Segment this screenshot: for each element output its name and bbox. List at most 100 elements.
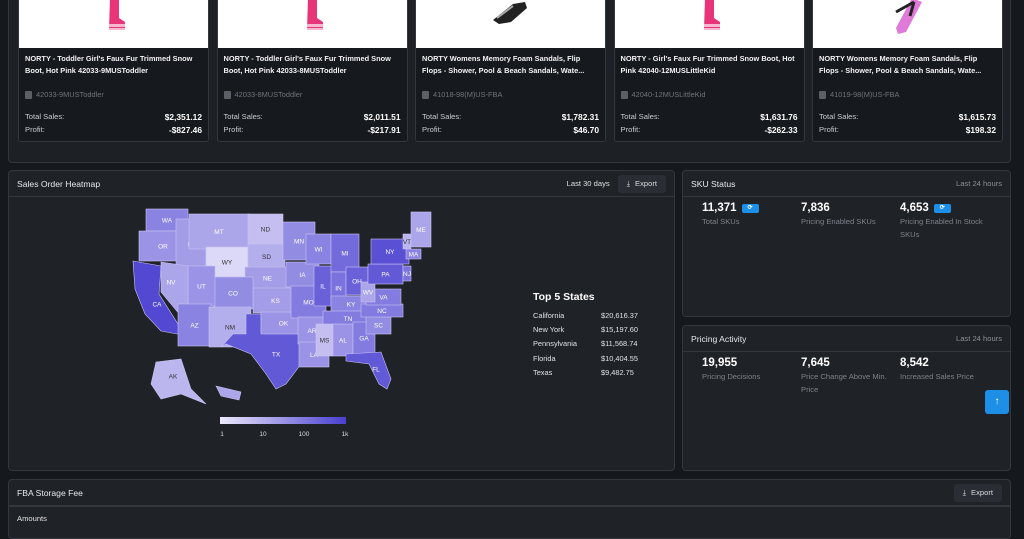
stat-value: 8,542 (900, 357, 929, 369)
top-states-title: Top 5 States (533, 291, 595, 303)
product-card[interactable]: NORTY - Toddler Girl's Faux Fur Trimmed … (18, 0, 209, 142)
panel-title: SKU Status (691, 178, 736, 189)
state-wi[interactable] (305, 233, 332, 265)
product-sku: 41019-98(M)US-FBA (830, 90, 900, 99)
state-hi[interactable] (215, 385, 242, 401)
product-name[interactable]: NORTY Womens Memory Foam Sandals, Flip F… (819, 54, 982, 75)
profit-label: Profit: (25, 125, 45, 134)
state-label: LA (310, 352, 319, 359)
profit-label: Profit: (620, 125, 641, 134)
refresh-icon[interactable]: ⟳ (741, 203, 759, 213)
stat-label: Total SKUs (702, 217, 740, 226)
state-ma[interactable] (405, 248, 422, 260)
product-image (217, 0, 407, 48)
pricing-activity-panel: Pricing Activity Last 24 hours 19,955 Pric… (682, 325, 1011, 471)
copy-icon[interactable] (223, 91, 231, 99)
product-name[interactable]: NORTY - Girl's Faux Fur Trimmed Snow Boo… (620, 54, 795, 75)
product-name[interactable]: NORTY - Toddler Girl's Faux Fur Trimmed … (223, 54, 391, 75)
state-az[interactable] (177, 303, 212, 347)
amounts-label: Amounts (9, 506, 1010, 530)
top-states: Top 5 States California $20,616.37 New Yor… (533, 291, 653, 380)
state-name: New York (533, 325, 565, 335)
product-sku: 42033-8MUSToddler (234, 90, 303, 99)
state-label: NV (166, 280, 176, 287)
total-sales-value: $1,631.76 (760, 111, 798, 122)
product-card[interactable]: NORTY Womens Memory Foam Sandals, Flip F… (812, 0, 1003, 142)
state-label: WA (162, 218, 173, 225)
state-ut[interactable] (187, 265, 216, 307)
state-co[interactable] (212, 276, 254, 310)
state-fl[interactable] (345, 351, 392, 390)
state-label: MA (409, 252, 419, 259)
copy-icon[interactable] (422, 91, 429, 99)
state-nj[interactable] (402, 265, 412, 282)
state-mi[interactable] (330, 233, 360, 273)
state-label: KS (271, 298, 280, 305)
range-label: Last 30 days (566, 179, 610, 188)
copy-icon[interactable] (620, 91, 628, 99)
profit-value: -$217.91 (367, 124, 401, 135)
state-label: ND (261, 227, 271, 234)
panel-title: Sales Order Heatmap (17, 178, 101, 189)
stat-value: 7,645 (801, 357, 830, 369)
state-ak[interactable] (150, 358, 207, 405)
state-label: AZ (190, 323, 198, 330)
refresh-icon[interactable]: ⟳ (933, 203, 951, 213)
state-ca[interactable] (132, 260, 184, 335)
stat-item: 8,542 Increased Sales Price (900, 357, 999, 396)
product-name[interactable]: NORTY - Toddler Girl's Faux Fur Trimmed … (25, 54, 193, 75)
stat-label: Increased Sales Price (900, 372, 974, 381)
legend-tick: 100 (299, 431, 310, 438)
state-label: WI (315, 247, 323, 254)
state-label: OR (158, 244, 168, 251)
stat-item: 7,645 Price Change Above Min. Price (801, 357, 900, 396)
range-label: Last 24 hours (955, 334, 1002, 343)
product-image (416, 0, 605, 48)
legend-color-bar (220, 417, 346, 424)
total-sales-label: Total Sales: (819, 112, 859, 121)
state-label: NY (385, 249, 395, 256)
state-nd[interactable] (247, 213, 284, 245)
stat-value: 4,653 (900, 202, 929, 214)
state-label: TN (344, 316, 353, 323)
product-card[interactable]: NORTY - Toddler Girl's Faux Fur Trimmed … (216, 0, 408, 142)
state-label: TX (272, 352, 281, 359)
state-sales: $11,568.74 (601, 339, 638, 349)
product-card[interactable]: NORTY - Girl's Faux Fur Trimmed Snow Boo… (613, 0, 805, 142)
state-label: MS (320, 338, 330, 345)
state-name: Pennsylvania (533, 339, 577, 349)
state-ia[interactable] (285, 261, 320, 288)
total-sales-label: Total Sales: (223, 112, 263, 121)
state-label: SC (374, 323, 383, 330)
product-sku: 41018-98(M)US-FBA (433, 90, 503, 99)
product-name[interactable]: NORTY Womens Memory Foam Sandals, Flip F… (422, 54, 585, 75)
product-sku: 42040-12MUSLittleKid (631, 90, 706, 99)
copy-icon[interactable] (25, 91, 32, 99)
top-products-panel: NORTY - Toddler Girl's Faux Fur Trimmed … (8, 0, 1011, 163)
pink-boot-image (307, 0, 323, 30)
state-label: VA (379, 295, 388, 302)
state-label: CO (228, 291, 238, 298)
state-label: MO (303, 300, 313, 307)
export-button[interactable]: ⤓ Export (617, 174, 666, 193)
state-label: WV (363, 290, 374, 297)
copy-icon[interactable] (819, 91, 826, 99)
export-button[interactable]: ⤓ Export (953, 483, 1002, 502)
top-state-row: California $20,616.37 (533, 308, 653, 322)
scroll-to-top-button[interactable]: ↑ (985, 390, 1009, 414)
profit-label: Profit: (223, 125, 244, 134)
stat-label: Pricing Enabled In Stock SKUs (900, 217, 983, 239)
state-label: AK (169, 374, 178, 381)
state-label: AR (307, 328, 316, 335)
product-card[interactable]: NORTY Womens Memory Foam Sandals, Flip F… (415, 0, 606, 142)
state-label: IL (320, 284, 326, 291)
product-image (813, 0, 1002, 48)
state-label: IN (335, 286, 342, 293)
top-state-row: Florida $10,404.55 (533, 351, 653, 365)
state-label: MI (341, 251, 348, 258)
state-label: SD (262, 254, 271, 261)
profit-value: -$262.33 (764, 124, 798, 135)
state-me[interactable] (410, 211, 432, 248)
product-image (614, 0, 804, 48)
state-ny[interactable] (370, 238, 410, 265)
